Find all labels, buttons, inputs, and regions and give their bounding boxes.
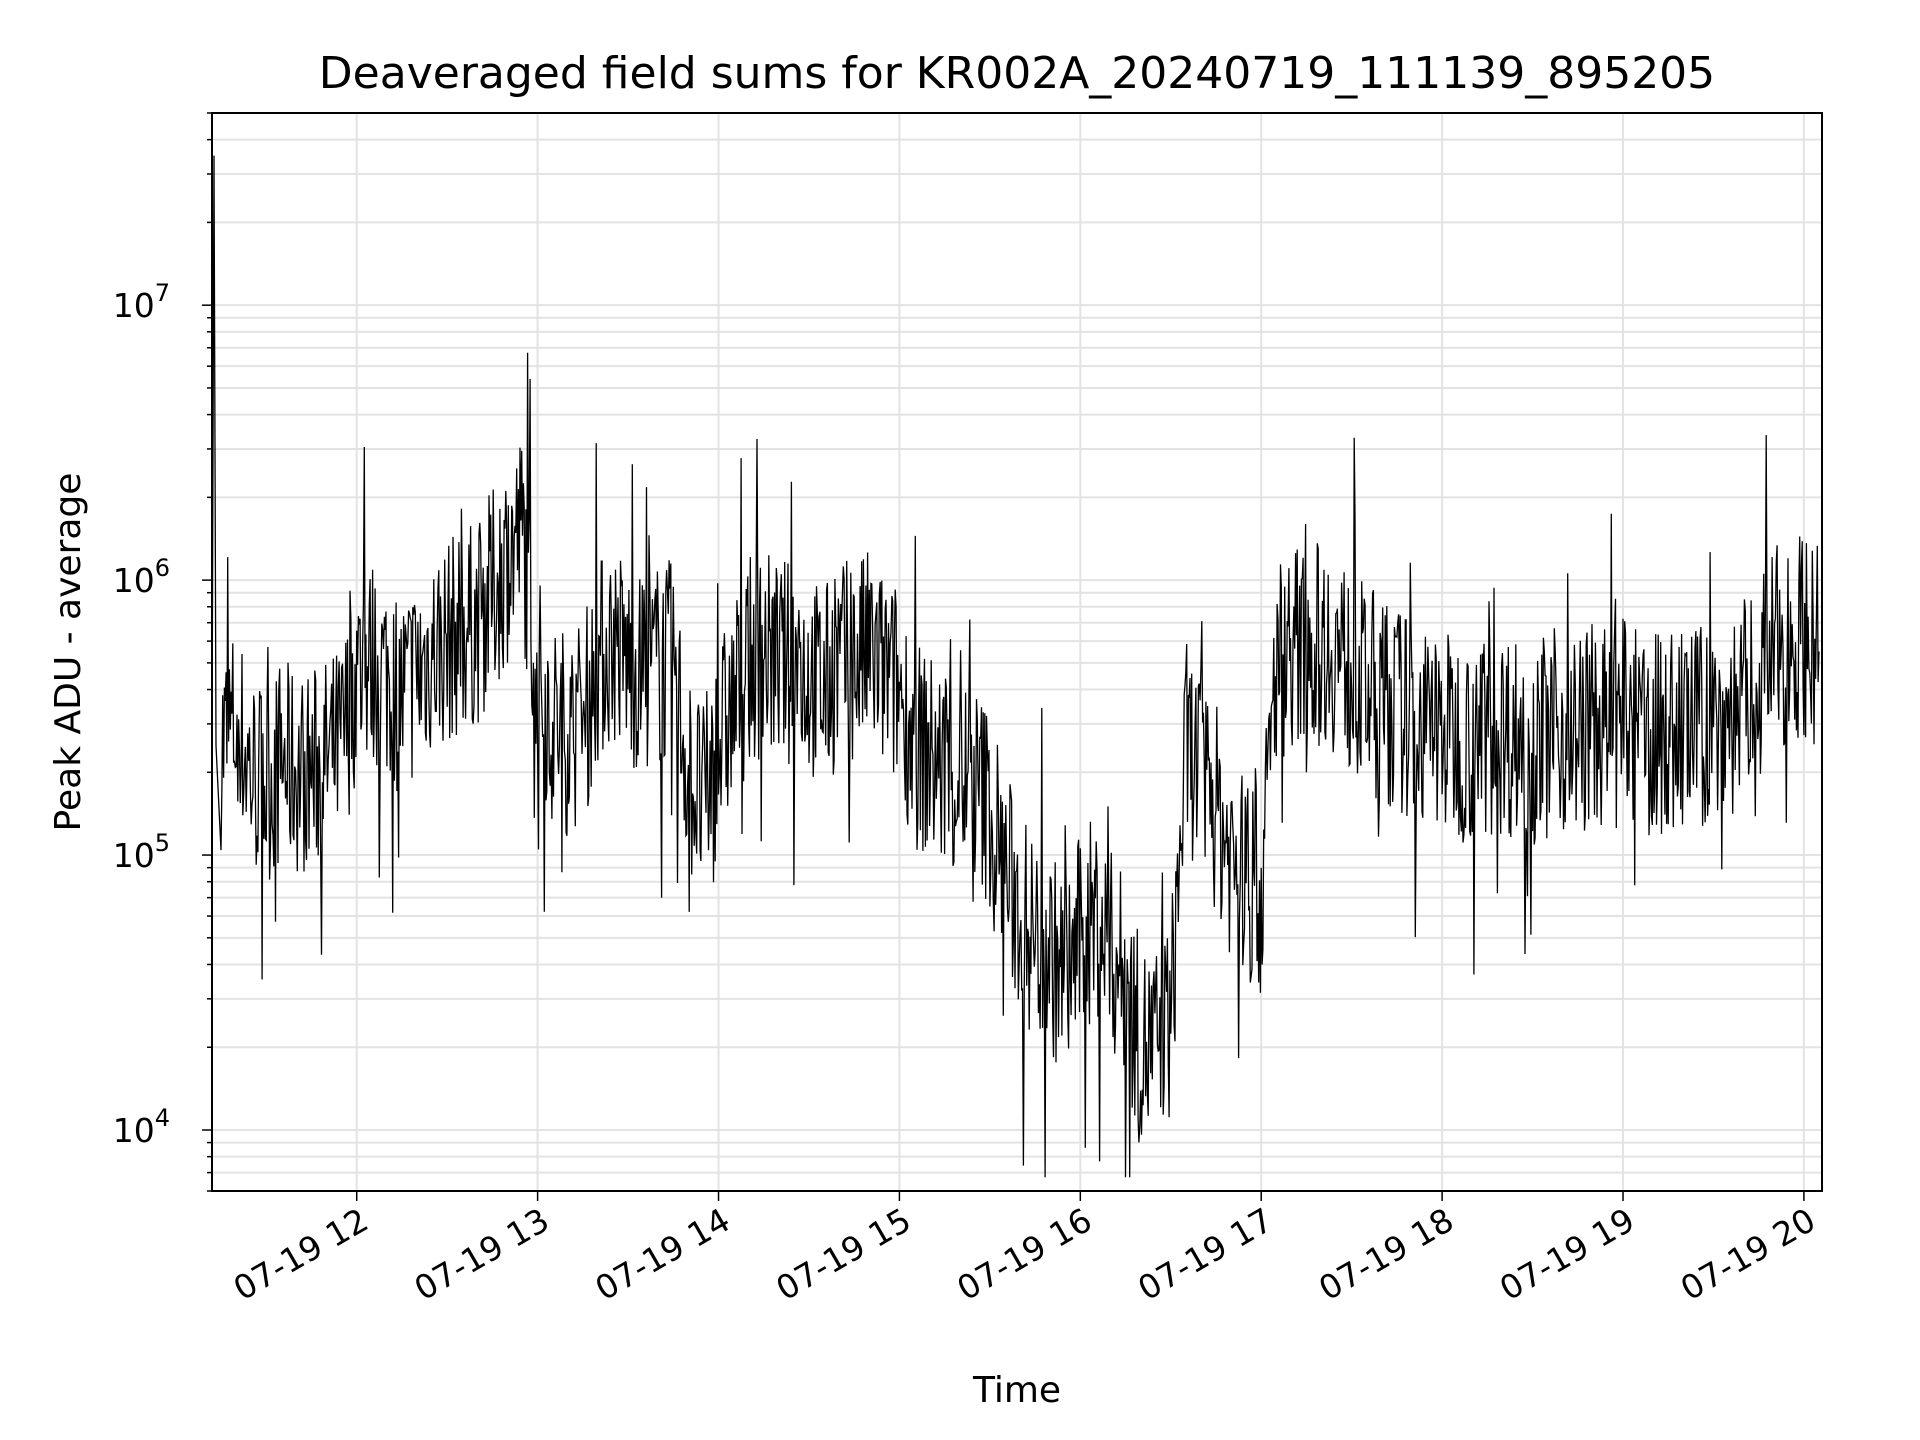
data-point [1065,980,1066,981]
x-tick-label: 07-19 12 [227,1200,375,1308]
data-point [1381,705,1382,706]
data-point [1698,727,1699,728]
y-axis-label: Peak ADU - average [48,473,89,832]
data-point [1396,705,1397,706]
chart-title: Deaveraged field sums for KR002A_2024071… [319,48,1715,99]
series-line [211,155,1820,1178]
data-point [1743,705,1744,706]
y-tick-label: 106 [113,554,170,600]
data-point [914,745,915,746]
y-tick-base: 10 [113,836,155,875]
y-tick-label: 105 [113,829,170,875]
data-point [567,732,568,733]
y-tick-base: 10 [113,561,155,600]
y-tick-exponent: 6 [155,554,170,582]
x-tick-label: 07-19 16 [950,1200,1098,1308]
axis-ticks: 07-19 12 07-19 13 07-19 14 07-19 15 07-19 16… [113,112,1822,1308]
x-tick-label: 07-19 20 [1674,1200,1822,1308]
series-layer [211,155,1820,1178]
x-tick-label: 07-19 13 [408,1200,556,1308]
y-tick-base: 10 [113,1111,155,1150]
x-tick-label: 07-19 18 [1312,1200,1460,1308]
data-point [703,806,704,807]
y-tick-exponent: 5 [155,829,170,857]
plot-frame [211,112,1823,1192]
x-axis-label: Time [972,1370,1061,1411]
data-point [1607,732,1608,733]
x-tick-label: 07-19 14 [589,1200,737,1308]
data-point [221,745,222,746]
data-point [1577,732,1578,733]
data-point [1185,745,1186,746]
x-tick-label: 07-19 19 [1493,1200,1641,1308]
data-point [1502,732,1503,733]
y-tick-exponent: 7 [155,279,170,307]
data-point [341,745,342,746]
x-tick-label: 07-19 15 [769,1200,917,1308]
y-tick-base: 10 [113,286,155,325]
data-point [1336,651,1337,652]
y-tick-label: 107 [113,279,170,325]
x-tick-label: 07-19 17 [1131,1200,1279,1308]
y-tick-label: 104 [113,1104,170,1150]
y-tick-exponent: 4 [155,1104,170,1132]
